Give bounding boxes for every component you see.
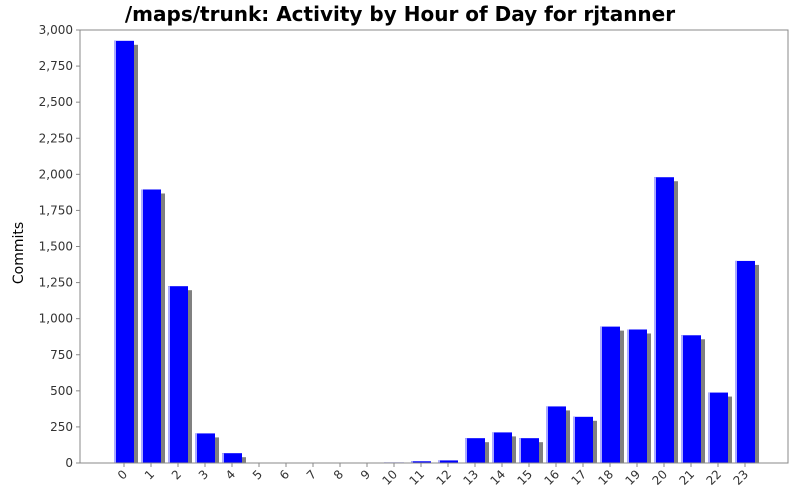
x-tick-label: 8 xyxy=(331,467,346,482)
bar-highlight xyxy=(114,40,116,463)
bar-highlight xyxy=(141,189,143,463)
x-tick-label: 1 xyxy=(142,467,157,482)
bar xyxy=(438,460,458,463)
bar-highlight xyxy=(438,460,440,463)
x-tick-label: 3 xyxy=(196,467,211,482)
bar xyxy=(681,335,701,463)
y-tick-label: 500 xyxy=(50,384,73,398)
chart-title: /maps/trunk: Activity by Hour of Day for… xyxy=(124,2,676,26)
x-tick-label: 15 xyxy=(514,467,535,488)
y-tick-label: 2,500 xyxy=(39,95,73,109)
bar-highlight xyxy=(627,329,629,463)
y-tick-label: 0 xyxy=(65,456,73,470)
x-tick-label: 5 xyxy=(250,467,265,482)
bar-highlight xyxy=(708,392,710,463)
y-tick-label: 2,750 xyxy=(39,59,73,73)
bar-highlight xyxy=(492,432,494,463)
bar xyxy=(627,329,647,463)
bar-highlight xyxy=(411,461,413,463)
bar xyxy=(168,286,188,463)
x-tick-label: 20 xyxy=(649,467,670,488)
bar xyxy=(195,433,215,463)
x-tick-label: 11 xyxy=(406,467,427,488)
bars-layer xyxy=(114,40,759,463)
x-tick-label: 17 xyxy=(568,467,589,488)
x-tick-label: 23 xyxy=(730,467,751,488)
bar-highlight xyxy=(168,286,170,463)
y-tick-label: 1,500 xyxy=(39,240,73,254)
y-tick-label: 1,750 xyxy=(39,203,73,217)
bar xyxy=(708,392,728,463)
bar-highlight xyxy=(465,438,467,463)
y-tick-label: 250 xyxy=(50,420,73,434)
bar-highlight xyxy=(222,453,224,463)
x-tick-label: 18 xyxy=(595,467,616,488)
bar xyxy=(465,438,485,463)
bar-highlight xyxy=(654,177,656,463)
x-tick-label: 21 xyxy=(676,467,697,488)
bar-highlight xyxy=(681,335,683,463)
bar-highlight xyxy=(573,416,575,463)
x-tick-label: 4 xyxy=(223,467,238,482)
x-tick-label: 16 xyxy=(541,467,562,488)
bar xyxy=(222,453,242,463)
bar-highlight xyxy=(519,438,521,463)
x-tick-label: 14 xyxy=(487,467,508,488)
bar-highlight xyxy=(600,326,602,463)
bar xyxy=(573,416,593,463)
y-tick-label: 3,000 xyxy=(39,23,73,37)
x-tick-label: 10 xyxy=(379,467,400,488)
bar-highlight xyxy=(195,433,197,463)
bar xyxy=(654,177,674,463)
x-tick-label: 22 xyxy=(703,467,724,488)
bar-highlight xyxy=(735,260,737,463)
bar xyxy=(735,260,755,463)
bar xyxy=(114,40,134,463)
x-tick-label: 12 xyxy=(433,467,454,488)
x-tick-label: 2 xyxy=(169,467,184,482)
x-tick-label: 19 xyxy=(622,467,643,488)
y-tick-label: 1,000 xyxy=(39,312,73,326)
bar xyxy=(519,438,539,463)
bar-highlight xyxy=(546,406,548,463)
x-tick-label: 0 xyxy=(115,467,130,482)
x-tick-label: 9 xyxy=(358,467,373,482)
bar xyxy=(600,326,620,463)
y-tick-label: 750 xyxy=(50,348,73,362)
bar xyxy=(141,189,161,463)
bar xyxy=(411,461,431,463)
y-tick-label: 2,250 xyxy=(39,131,73,145)
x-tick-label: 7 xyxy=(304,467,319,482)
bar xyxy=(546,406,566,463)
x-tick-label: 13 xyxy=(460,467,481,488)
y-tick-label: 1,250 xyxy=(39,276,73,290)
y-tick-label: 2,000 xyxy=(39,167,73,181)
bar xyxy=(492,432,512,463)
x-tick-label: 6 xyxy=(277,467,292,482)
